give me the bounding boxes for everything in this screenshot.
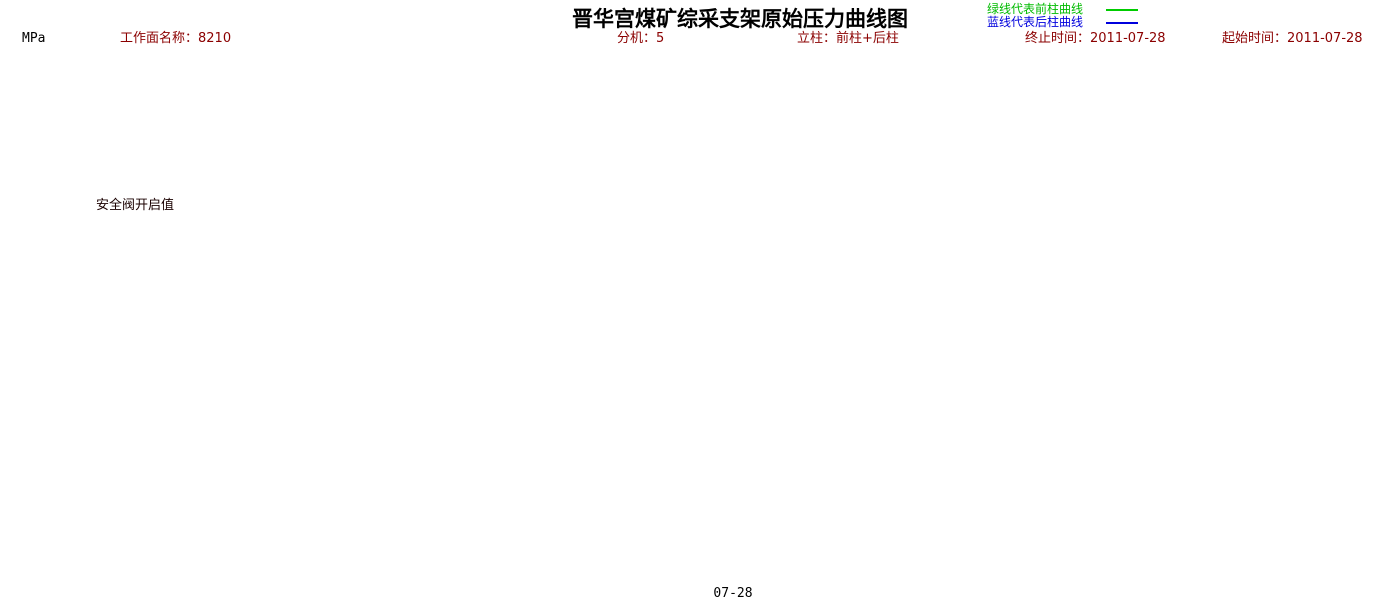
column-type-label: 立柱：前柱+后柱 — [797, 31, 899, 46]
safety-valve-threshold-label: 安全阀开启值 — [96, 198, 175, 213]
legend-front-label: 绿线代表前柱曲线 — [987, 2, 1084, 16]
submachine-label: 分机：5 — [617, 31, 665, 46]
legend-front-line-swatch — [1106, 9, 1138, 11]
x-axis-date-label: 07-28 — [713, 586, 753, 601]
workface-name-label: 工作面名称：8210 — [120, 31, 232, 46]
start-time-label: 起始时间：2011-07-28 — [1222, 31, 1363, 46]
legend-rear-label: 蓝线代表后柱曲线 — [987, 15, 1084, 29]
end-time-label: 终止时间：2011-07-28 — [1025, 31, 1166, 46]
y-axis-unit-label: MPa — [22, 31, 46, 46]
page-title: 晋华宫煤矿综采支架原始压力曲线图 — [572, 7, 908, 31]
legend-rear-line-swatch — [1106, 22, 1138, 24]
